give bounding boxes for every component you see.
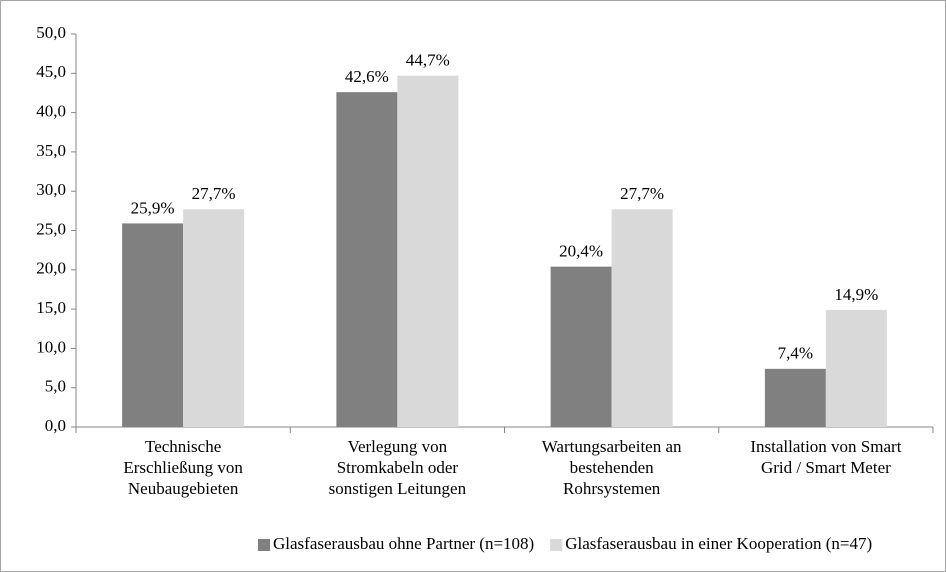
data-label: 25,9%	[131, 198, 175, 217]
y-tick-label: 10,0	[36, 337, 66, 356]
y-tick-label: 15,0	[36, 298, 66, 317]
y-tick-label: 25,0	[36, 219, 66, 238]
x-tick-label: Technische Erschließung von Neubaugebiet…	[123, 437, 243, 498]
bar	[336, 92, 398, 427]
bar	[397, 75, 459, 428]
y-tick-label: 45,0	[36, 62, 66, 81]
bar	[550, 266, 612, 427]
x-tick-label: Verlegung von Stromkabeln oder sonstigen…	[328, 437, 467, 498]
x-tick-label: Installation von Smart Grid / Smart Mete…	[750, 437, 902, 477]
y-tick-label: 40,0	[36, 102, 66, 121]
x-tick-label: Wartungsarbeiten an bestehenden Rohrsyst…	[541, 437, 682, 498]
bar	[122, 223, 184, 427]
legend-swatch	[258, 539, 270, 551]
y-tick-label: 50,0	[36, 23, 66, 42]
legend-swatch	[550, 539, 563, 551]
legend-label: Glasfaserausbau ohne Partner (n=108)	[273, 534, 534, 553]
data-label: 20,4%	[559, 242, 603, 261]
data-label: 14,9%	[834, 285, 878, 304]
data-label: 44,7%	[406, 51, 450, 70]
y-tick-label: 0,0	[45, 416, 66, 435]
y-tick-label: 35,0	[36, 141, 66, 160]
bar	[825, 309, 887, 427]
data-label: 42,6%	[345, 67, 389, 86]
bar	[183, 209, 245, 427]
data-label: 7,4%	[778, 344, 813, 363]
legend-label: Glasfaserausbau in einer Kooperation (n=…	[565, 534, 872, 553]
y-tick-label: 20,0	[36, 259, 66, 278]
data-label: 27,7%	[620, 184, 664, 203]
bar	[611, 209, 673, 427]
bar	[764, 368, 826, 427]
y-tick-label: 5,0	[45, 377, 66, 396]
data-label: 27,7%	[192, 184, 236, 203]
y-tick-label: 30,0	[36, 180, 66, 199]
